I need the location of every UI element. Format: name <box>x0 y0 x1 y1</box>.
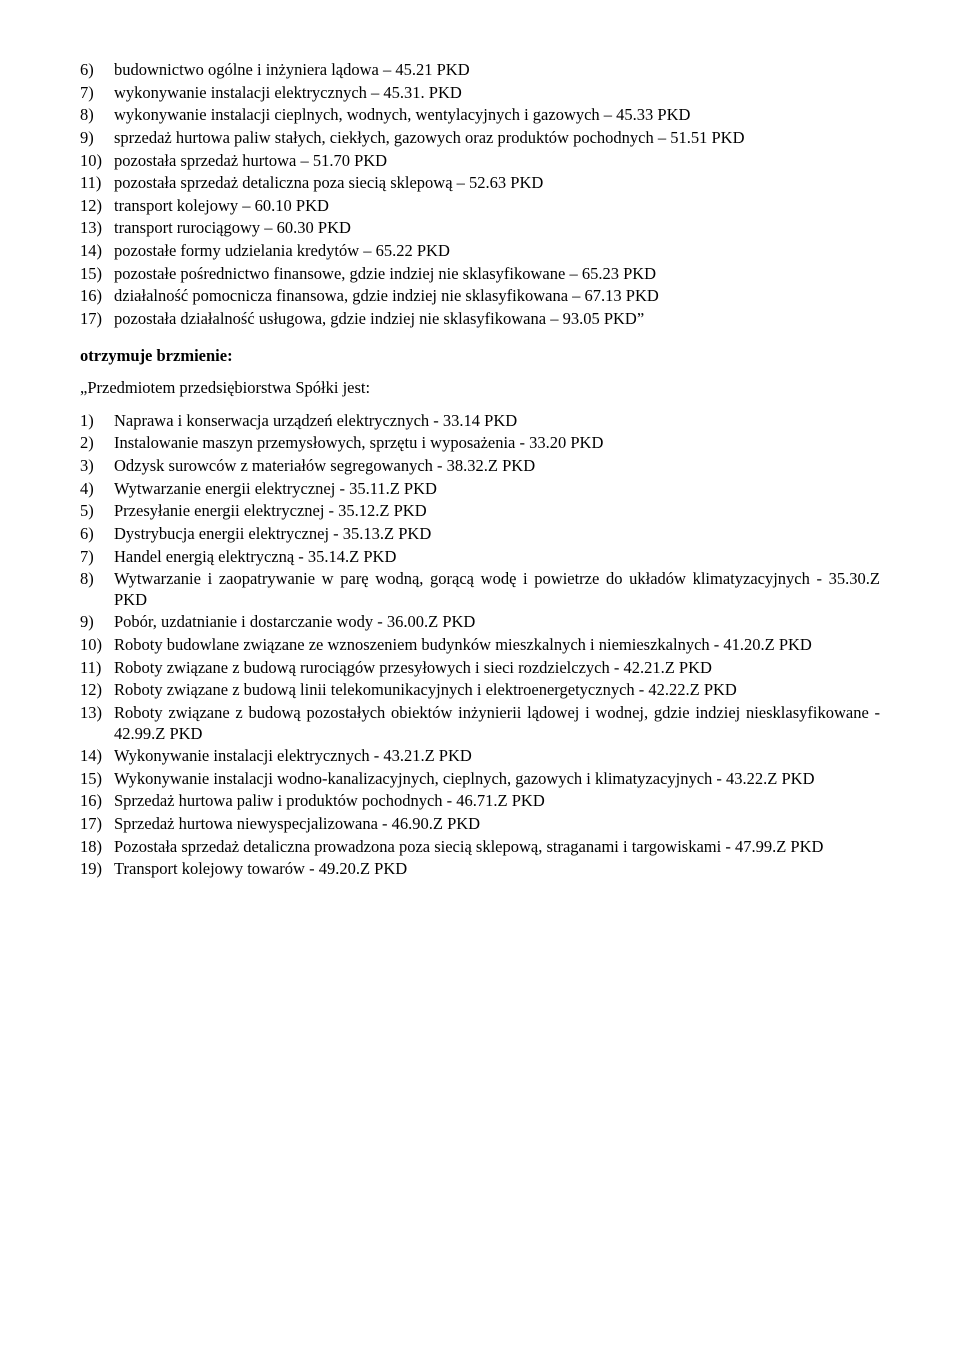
list-text: Roboty budowlane związane ze wznoszeniem… <box>114 635 880 656</box>
list-text: Sprzedaż hurtowa paliw i produktów pocho… <box>114 791 880 812</box>
list-item: 2)Instalowanie maszyn przemysłowych, spr… <box>80 433 880 454</box>
list-item: 3)Odzysk surowców z materiałów segregowa… <box>80 456 880 477</box>
list-number: 16) <box>80 791 114 812</box>
list-item: 13)Roboty związane z budową pozostałych … <box>80 703 880 744</box>
list-text: Przesyłanie energii elektrycznej - 35.12… <box>114 501 880 522</box>
list-text: Odzysk surowców z materiałów segregowany… <box>114 456 880 477</box>
list-text: Wytwarzanie i zaopatrywanie w parę wodną… <box>114 569 880 610</box>
list-number: 6) <box>80 524 114 545</box>
list-item: 9)Pobór, uzdatnianie i dostarczanie wody… <box>80 612 880 633</box>
list-item: 6)Dystrybucja energii elektrycznej - 35.… <box>80 524 880 545</box>
list-number: 18) <box>80 837 114 858</box>
list-number: 16) <box>80 286 114 307</box>
list-number: 3) <box>80 456 114 477</box>
list-text: Instalowanie maszyn przemysłowych, sprzę… <box>114 433 880 454</box>
list-text: pozostałe formy udzielania kredytów – 65… <box>114 241 880 262</box>
list-number: 4) <box>80 479 114 500</box>
list-text: transport kolejowy – 60.10 PKD <box>114 196 880 217</box>
list-number: 2) <box>80 433 114 454</box>
list-item: 11)pozostała sprzedaż detaliczna poza si… <box>80 173 880 194</box>
list-item: 10)Roboty budowlane związane ze wznoszen… <box>80 635 880 656</box>
list-item: 15)Wykonywanie instalacji wodno-kanaliza… <box>80 769 880 790</box>
list-text: Pobór, uzdatnianie i dostarczanie wody -… <box>114 612 880 633</box>
list-item: 15)pozostałe pośrednictwo finansowe, gdz… <box>80 264 880 285</box>
list-number: 7) <box>80 547 114 568</box>
list-number: 5) <box>80 501 114 522</box>
list-item: 7)wykonywanie instalacji elektrycznych –… <box>80 83 880 104</box>
list-item: 9)sprzedaż hurtowa paliw stałych, ciekły… <box>80 128 880 149</box>
list-text: Pozostała sprzedaż detaliczna prowadzona… <box>114 837 880 858</box>
list-item: 5)Przesyłanie energii elektrycznej - 35.… <box>80 501 880 522</box>
list-number: 14) <box>80 746 114 767</box>
list-number: 6) <box>80 60 114 81</box>
quote-intro: „Przedmiotem przedsiębiorstwa Spółki jes… <box>80 378 880 399</box>
list-item: 16)działalność pomocnicza finansowa, gdz… <box>80 286 880 307</box>
list-number: 9) <box>80 612 114 633</box>
list-number: 17) <box>80 309 114 330</box>
list-text: pozostała sprzedaż detaliczna poza sieci… <box>114 173 880 194</box>
list-number: 7) <box>80 83 114 104</box>
list-text: Handel energią elektryczną - 35.14.Z PKD <box>114 547 880 568</box>
list-text: budownictwo ogólne i inżyniera lądowa – … <box>114 60 880 81</box>
list-text: pozostała sprzedaż hurtowa – 51.70 PKD <box>114 151 880 172</box>
list-number: 10) <box>80 151 114 172</box>
list-text: pozostała działalność usługowa, gdzie in… <box>114 309 880 330</box>
upper-list: 6)budownictwo ogólne i inżyniera lądowa … <box>80 60 880 330</box>
list-item: 19)Transport kolejowy towarów - 49.20.Z … <box>80 859 880 880</box>
list-number: 1) <box>80 411 114 432</box>
list-text: działalność pomocnicza finansowa, gdzie … <box>114 286 880 307</box>
list-number: 13) <box>80 218 114 239</box>
list-text: Transport kolejowy towarów - 49.20.Z PKD <box>114 859 880 880</box>
list-text: wykonywanie instalacji cieplnych, wodnyc… <box>114 105 880 126</box>
list-number: 11) <box>80 658 114 679</box>
receives-wording: otrzymuje brzmienie: <box>80 346 880 367</box>
list-item: 14)pozostałe formy udzielania kredytów –… <box>80 241 880 262</box>
list-item: 8)wykonywanie instalacji cieplnych, wodn… <box>80 105 880 126</box>
list-text: Dystrybucja energii elektrycznej - 35.13… <box>114 524 880 545</box>
list-number: 12) <box>80 680 114 701</box>
list-number: 8) <box>80 105 114 126</box>
list-number: 17) <box>80 814 114 835</box>
list-item: 17)pozostała działalność usługowa, gdzie… <box>80 309 880 330</box>
list-text: Sprzedaż hurtowa niewyspecjalizowana - 4… <box>114 814 880 835</box>
list-number: 12) <box>80 196 114 217</box>
list-number: 15) <box>80 264 114 285</box>
list-text: wykonywanie instalacji elektrycznych – 4… <box>114 83 880 104</box>
list-item: 4)Wytwarzanie energii elektrycznej - 35.… <box>80 479 880 500</box>
list-item: 8)Wytwarzanie i zaopatrywanie w parę wod… <box>80 569 880 610</box>
list-item: 11)Roboty związane z budową rurociągów p… <box>80 658 880 679</box>
list-item: 17)Sprzedaż hurtowa niewyspecjalizowana … <box>80 814 880 835</box>
list-number: 8) <box>80 569 114 590</box>
list-item: 18)Pozostała sprzedaż detaliczna prowadz… <box>80 837 880 858</box>
list-number: 10) <box>80 635 114 656</box>
list-text: Roboty związane z budową linii telekomun… <box>114 680 880 701</box>
list-item: 6)budownictwo ogólne i inżyniera lądowa … <box>80 60 880 81</box>
list-number: 9) <box>80 128 114 149</box>
list-text: Roboty związane z budową rurociągów prze… <box>114 658 880 679</box>
list-number: 11) <box>80 173 114 194</box>
list-text: Roboty związane z budową pozostałych obi… <box>114 703 880 744</box>
list-item: 12)Roboty związane z budową linii teleko… <box>80 680 880 701</box>
list-item: 10)pozostała sprzedaż hurtowa – 51.70 PK… <box>80 151 880 172</box>
list-item: 1)Naprawa i konserwacja urządzeń elektry… <box>80 411 880 432</box>
list-item: 16)Sprzedaż hurtowa paliw i produktów po… <box>80 791 880 812</box>
list-number: 15) <box>80 769 114 790</box>
list-number: 14) <box>80 241 114 262</box>
list-item: 14)Wykonywanie instalacji elektrycznych … <box>80 746 880 767</box>
list-item: 13)transport rurociągowy – 60.30 PKD <box>80 218 880 239</box>
list-text: Wykonywanie instalacji wodno-kanalizacyj… <box>114 769 880 790</box>
list-item: 12)transport kolejowy – 60.10 PKD <box>80 196 880 217</box>
list-text: sprzedaż hurtowa paliw stałych, ciekłych… <box>114 128 880 149</box>
list-item: 7)Handel energią elektryczną - 35.14.Z P… <box>80 547 880 568</box>
list-text: transport rurociągowy – 60.30 PKD <box>114 218 880 239</box>
list-text: Wytwarzanie energii elektrycznej - 35.11… <box>114 479 880 500</box>
list-text: Naprawa i konserwacja urządzeń elektrycz… <box>114 411 880 432</box>
list-number: 19) <box>80 859 114 880</box>
list-text: pozostałe pośrednictwo finansowe, gdzie … <box>114 264 880 285</box>
list-number: 13) <box>80 703 114 724</box>
list-text: Wykonywanie instalacji elektrycznych - 4… <box>114 746 880 767</box>
lower-list: 1)Naprawa i konserwacja urządzeń elektry… <box>80 411 880 880</box>
